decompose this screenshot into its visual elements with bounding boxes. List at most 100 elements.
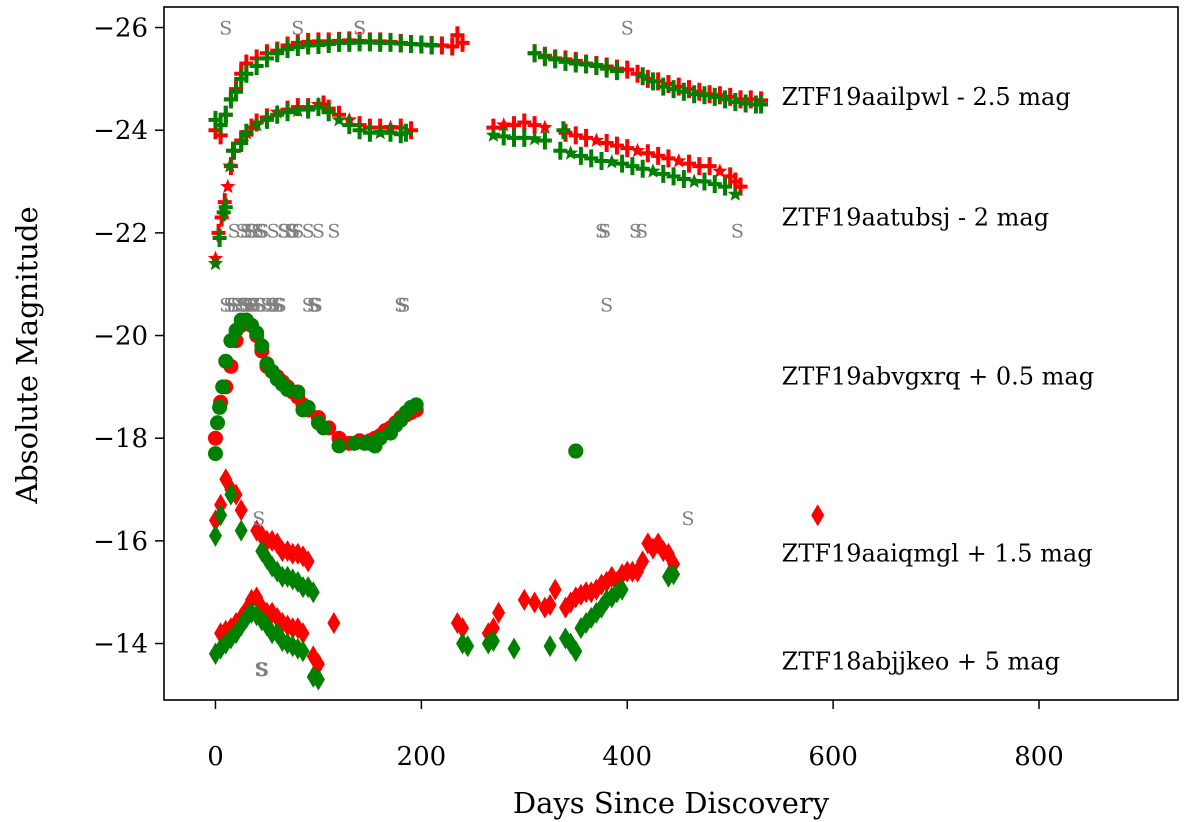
data-point-red-band bbox=[517, 588, 531, 611]
data-point-red-band bbox=[548, 578, 562, 601]
y-tick-label: −20 bbox=[93, 322, 148, 352]
data-point-green-band bbox=[352, 121, 367, 140]
spectrum-marker: S bbox=[629, 220, 642, 242]
spectrum-marker: S bbox=[260, 295, 273, 317]
data-point-green-band bbox=[311, 668, 325, 691]
spectrum-marker: S bbox=[227, 220, 240, 242]
data-point-green-band bbox=[311, 98, 326, 117]
data-point-green-band bbox=[234, 519, 248, 542]
x-tick-label: 200 bbox=[397, 742, 447, 772]
data-point-red-band bbox=[599, 134, 614, 153]
data-point-green-band bbox=[398, 123, 413, 142]
spectrum-marker: S bbox=[284, 220, 297, 242]
data-point-green-band bbox=[239, 123, 254, 142]
data-point-green-band bbox=[645, 72, 660, 91]
data-point-green-band bbox=[218, 353, 234, 369]
object-label: ZTF19abvgxrq + 0.5 mag bbox=[782, 363, 1094, 391]
data-point-red-band bbox=[486, 617, 500, 640]
data-point-red-band bbox=[558, 123, 573, 142]
spectrum-marker: S bbox=[237, 295, 250, 317]
data-point-green-band bbox=[249, 117, 265, 132]
spectrum-marker: S bbox=[223, 295, 236, 317]
spectrum-marker: S bbox=[267, 220, 280, 242]
spectrum-marker: S bbox=[274, 295, 287, 317]
data-point-green-band bbox=[301, 100, 316, 119]
data-point-green-band bbox=[331, 111, 347, 127]
data-point-green-band bbox=[537, 48, 552, 67]
data-point-red-band bbox=[492, 601, 506, 624]
spectrum-marker: S bbox=[246, 295, 259, 317]
plot-frame bbox=[163, 6, 1179, 701]
spectrum-marker: S bbox=[731, 220, 744, 242]
data-point-red-band bbox=[702, 157, 717, 176]
spectrum-marker: S bbox=[353, 18, 366, 40]
data-point-green-band bbox=[213, 116, 228, 135]
data-point-green-band bbox=[645, 163, 661, 178]
data-point-green-band bbox=[321, 103, 336, 122]
data-points bbox=[207, 26, 825, 691]
data-point-red-band bbox=[496, 117, 512, 132]
spectrum-marker: S bbox=[254, 659, 267, 681]
spectrum-marker: S bbox=[236, 295, 249, 317]
spectrum-marker: S bbox=[254, 220, 267, 242]
data-point-green-band bbox=[666, 80, 681, 99]
data-point-green-band bbox=[548, 50, 563, 69]
data-point-green-band bbox=[214, 504, 228, 527]
y-tick-label: −24 bbox=[93, 116, 148, 146]
x-axis-label: Days Since Discovery bbox=[513, 786, 830, 820]
data-point-green-band bbox=[707, 87, 722, 106]
data-point-green-band bbox=[270, 105, 285, 124]
y-tick-label: −26 bbox=[93, 14, 148, 44]
data-point-green-band bbox=[207, 446, 223, 462]
spectrum-marker: S bbox=[600, 295, 613, 317]
data-point-green-band bbox=[270, 44, 285, 63]
data-point-green-band bbox=[615, 578, 629, 601]
data-point-green-band bbox=[306, 581, 320, 604]
spectrum-marker: S bbox=[255, 659, 268, 681]
data-point-red-band bbox=[234, 499, 248, 522]
data-point-green-band bbox=[346, 435, 362, 451]
x-tick-label: 0 bbox=[207, 742, 224, 772]
data-point-red-band bbox=[445, 37, 460, 56]
object-label: ZTF19aaiqmgl + 1.5 mag bbox=[782, 540, 1093, 568]
data-point-green-band bbox=[486, 629, 500, 652]
spectrum-marker: S bbox=[291, 220, 304, 242]
data-point-red-band bbox=[207, 430, 223, 446]
y-tick-label: −22 bbox=[93, 219, 148, 249]
data-point-green-band bbox=[573, 146, 588, 165]
data-point-green-band bbox=[207, 255, 224, 271]
data-point-green-band bbox=[259, 110, 274, 129]
spectrum-marker: S bbox=[327, 220, 340, 242]
data-point-green-band bbox=[331, 438, 347, 454]
data-point-green-band bbox=[249, 325, 265, 341]
data-point-red-band bbox=[296, 622, 310, 645]
spectrum-marker: S bbox=[681, 508, 694, 530]
spectrum-marker: S bbox=[394, 295, 407, 317]
spectrum-marker: S bbox=[240, 220, 253, 242]
object-label: ZTF19aailpwl - 2.5 mag bbox=[782, 83, 1071, 111]
data-point-red-band bbox=[811, 504, 825, 527]
data-point-green-band bbox=[280, 103, 295, 122]
data-point-green-band bbox=[215, 379, 231, 395]
spectrum-marker: S bbox=[268, 295, 281, 317]
data-point-green-band bbox=[212, 229, 227, 247]
x-tick-label: 400 bbox=[602, 742, 652, 772]
spectrum-marker: S bbox=[353, 18, 366, 40]
data-point-red-band bbox=[651, 146, 666, 165]
spectrum-marker: S bbox=[252, 295, 265, 317]
data-point-green-band bbox=[635, 67, 650, 86]
data-point-green-band bbox=[372, 124, 388, 140]
data-point-green-band bbox=[556, 121, 571, 140]
data-point-red-band bbox=[455, 33, 470, 52]
spectrum-marker: S bbox=[277, 220, 290, 242]
data-point-red-band bbox=[636, 550, 650, 573]
data-point-red-band bbox=[640, 144, 655, 163]
data-point-green-band bbox=[225, 141, 240, 160]
data-point-red-band bbox=[712, 163, 728, 178]
data-point-green-band bbox=[625, 157, 640, 176]
spectrum-marker: S bbox=[285, 220, 298, 242]
data-point-green-band bbox=[461, 635, 475, 658]
data-point-red-band bbox=[301, 550, 315, 573]
data-point-green-band bbox=[249, 57, 264, 76]
spectrum-marker: S bbox=[244, 220, 257, 242]
